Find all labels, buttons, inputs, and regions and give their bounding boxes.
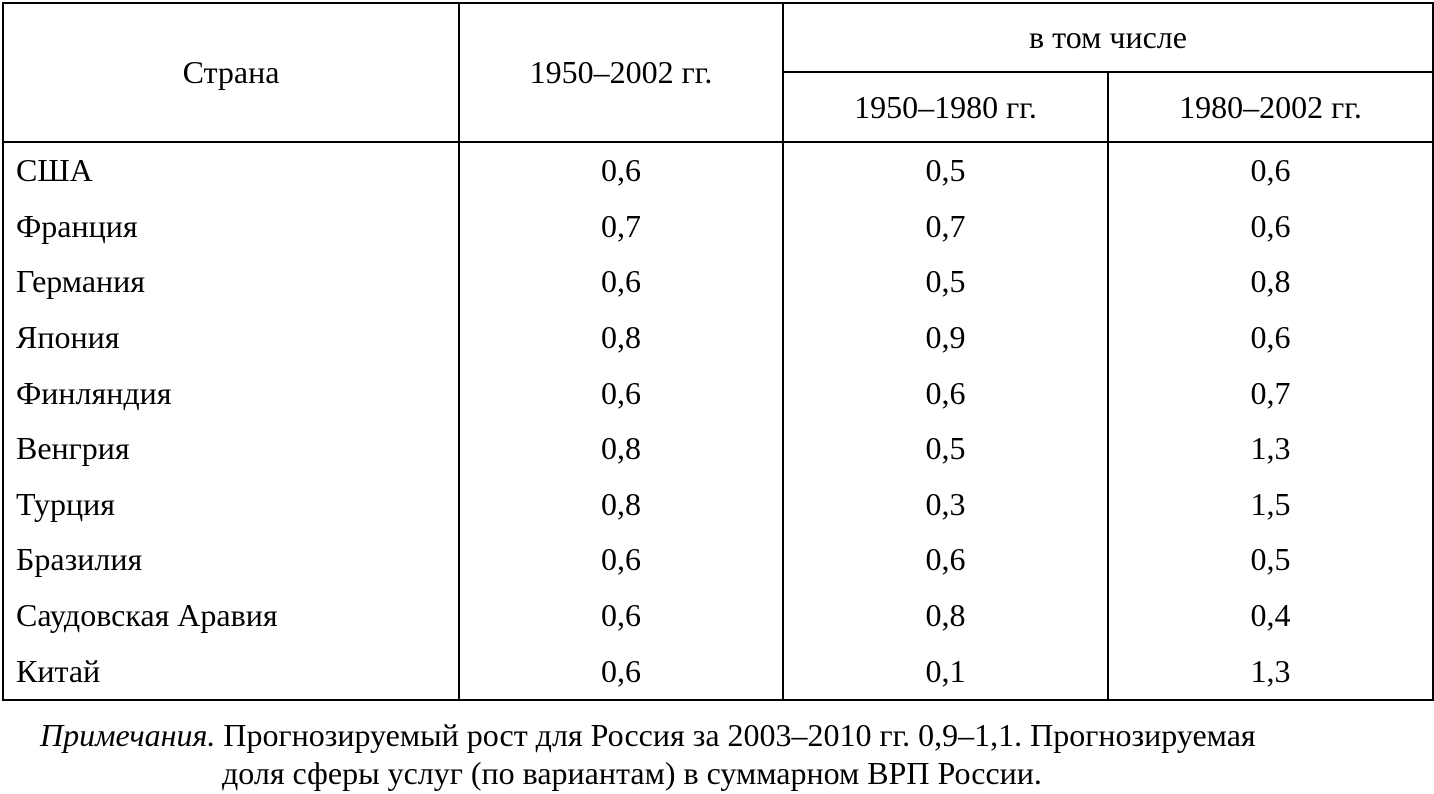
table-row: Саудовская Аравия 0,6 0,8 0,4 bbox=[2, 587, 1434, 644]
country-cell: Япония bbox=[2, 309, 460, 366]
country-cell: США bbox=[2, 142, 460, 199]
value-cell: 0,6 bbox=[458, 365, 784, 421]
country-cell: Бразилия bbox=[2, 532, 460, 588]
value-cell: 0,6 bbox=[1107, 309, 1434, 366]
value-cell: 0,3 bbox=[782, 476, 1109, 533]
country-cell: Турция bbox=[2, 476, 460, 533]
note-label: Примечания. bbox=[40, 717, 216, 753]
table-row: Китай 0,6 0,1 1,3 bbox=[2, 643, 1434, 700]
note-line: доля сферы услуг (по вариантам) в суммар… bbox=[222, 755, 1042, 791]
header-cell: 1950–2002 гг. bbox=[458, 3, 784, 143]
value-cell: 0,8 bbox=[458, 420, 784, 477]
note-text: Прогнозируемый рост для Россия за 2003–2… bbox=[223, 717, 1256, 753]
header-cell: Страна bbox=[2, 3, 460, 143]
country-cell: Финляндия bbox=[2, 365, 460, 421]
note-line: Примечания. Прогнозируемый рост для Росс… bbox=[40, 716, 1256, 754]
table-row: Германия 0,6 0,5 0,8 bbox=[2, 254, 1434, 310]
country-cell: Франция bbox=[2, 198, 460, 255]
table-body: США 0,6 0,5 0,6 Франция 0,7 0,7 0,6 Германия 0,6 0… bbox=[2, 142, 1434, 700]
value-cell: 0,5 bbox=[782, 254, 1109, 310]
value-cell: 0,6 bbox=[1107, 198, 1434, 255]
value-cell: 0,5 bbox=[782, 420, 1109, 477]
value-cell: 0,7 bbox=[782, 198, 1109, 255]
note: Примечания. Прогнозируемый рост для Росс… bbox=[40, 716, 1256, 792]
value-cell: 0,6 bbox=[782, 365, 1109, 421]
table-row: Турция 0,8 0,3 1,5 bbox=[2, 476, 1434, 533]
value-cell: 0,6 bbox=[458, 587, 784, 644]
table-row: Франция 0,7 0,7 0,6 bbox=[2, 198, 1434, 255]
value-cell: 1,3 bbox=[1107, 643, 1434, 700]
value-cell: 0,8 bbox=[458, 476, 784, 533]
country-cell: Саудовская Аравия bbox=[2, 587, 460, 644]
value-cell: 0,8 bbox=[782, 587, 1109, 644]
value-cell: 0,6 bbox=[782, 532, 1109, 588]
value-cell: 0,5 bbox=[1107, 532, 1434, 588]
value-cell: 0,4 bbox=[1107, 587, 1434, 644]
value-cell: 0,9 bbox=[782, 309, 1109, 366]
table-row: Япония 0,8 0,9 0,6 bbox=[2, 309, 1434, 366]
value-cell: 0,6 bbox=[458, 254, 784, 310]
header-cell: 1980–2002 гг. bbox=[1107, 72, 1434, 143]
country-cell: Венгрия bbox=[2, 420, 460, 477]
value-cell: 1,5 bbox=[1107, 476, 1434, 533]
header-cell: в том числе bbox=[782, 3, 1434, 73]
table-row: Венгрия 0,8 0,5 1,3 bbox=[2, 420, 1434, 477]
country-cell: Германия bbox=[2, 254, 460, 310]
value-cell: 0,7 bbox=[1107, 365, 1434, 421]
table-row: США 0,6 0,5 0,6 bbox=[2, 142, 1434, 199]
data-table: Страна 1950–2002 гг. в том числе 1950–19… bbox=[2, 2, 1434, 701]
table-row: Бразилия 0,6 0,6 0,5 bbox=[2, 532, 1434, 588]
value-cell: 0,7 bbox=[458, 198, 784, 255]
table-row: Финляндия 0,6 0,6 0,7 bbox=[2, 365, 1434, 421]
value-cell: 0,1 bbox=[782, 643, 1109, 700]
value-cell: 0,5 bbox=[782, 142, 1109, 199]
value-cell: 0,8 bbox=[458, 309, 784, 366]
country-cell: Китай bbox=[2, 643, 460, 700]
value-cell: 0,8 bbox=[1107, 254, 1434, 310]
header-cell: 1950–1980 гг. bbox=[782, 72, 1109, 143]
value-cell: 0,6 bbox=[458, 142, 784, 199]
value-cell: 0,6 bbox=[1107, 142, 1434, 199]
value-cell: 1,3 bbox=[1107, 420, 1434, 477]
value-cell: 0,6 bbox=[458, 532, 784, 588]
value-cell: 0,6 bbox=[458, 643, 784, 700]
